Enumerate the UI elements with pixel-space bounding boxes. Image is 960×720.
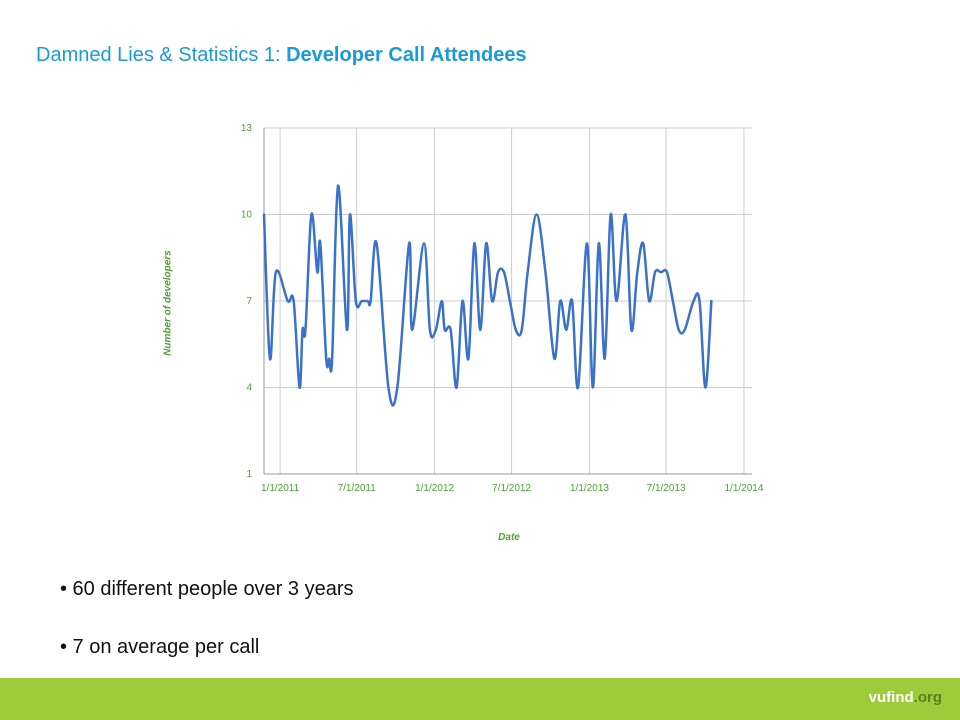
brand-logo: vufind.org <box>869 689 942 706</box>
bullet-item-people: • 60 different people over 3 years <box>60 578 354 600</box>
y-tick-label: 7 <box>246 296 252 307</box>
brand-suffix: .org <box>913 689 942 706</box>
brand-main: vufind <box>868 689 914 706</box>
x-tick-label: 1/1/2012 <box>415 483 454 494</box>
y-tick-label: 10 <box>241 210 253 221</box>
x-tick-label: 1/1/2013 <box>570 483 609 494</box>
x-tick-label: 7/1/2012 <box>492 483 531 494</box>
x-tick-label: 7/1/2011 <box>338 483 377 494</box>
x-tick-label: 1/1/2014 <box>724 483 763 494</box>
y-tick-label: 1 <box>246 469 252 480</box>
y-axis-label: Number of developers <box>162 250 174 356</box>
x-tick-label: 7/1/2013 <box>647 483 686 494</box>
y-tick-label: 4 <box>246 383 252 394</box>
x-axis-label: Date <box>498 532 520 543</box>
x-tick-label: 1/1/2011 <box>261 483 300 494</box>
slide-title: Damned Lies & Statistics 1: Developer Ca… <box>36 44 527 67</box>
series-line <box>262 184 713 407</box>
chart-svg: 1 4 7 10 13 1/1/2011 7/1/2011 1/1/2012 7/1/2012 1… <box>241 123 764 494</box>
title-prefix: Damned Lies & Statistics 1: <box>36 44 287 66</box>
y-tick-label: 13 <box>241 123 253 134</box>
line-chart: 1 4 7 10 13 1/1/2011 7/1/2011 1/1/2012 7/1/2012 1… <box>160 110 780 560</box>
footer-bar: vufind.org <box>0 678 960 720</box>
bullet-item-average: • 7 on average per call <box>60 636 260 658</box>
title-emphasis: Developer Call Attendees <box>286 44 527 66</box>
